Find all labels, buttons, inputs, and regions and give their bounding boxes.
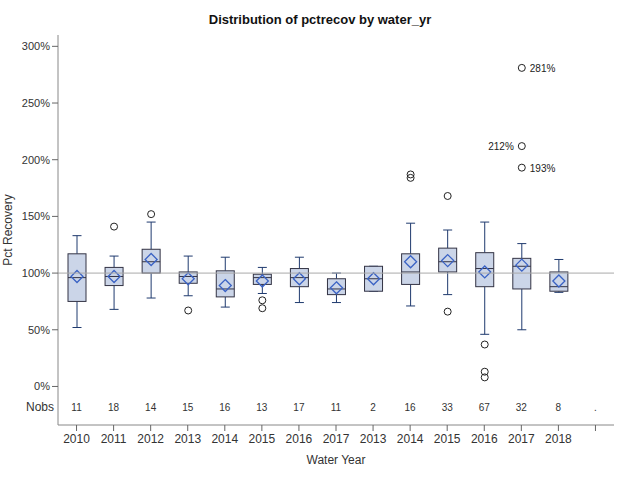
svg-text:2: 2 xyxy=(370,402,376,413)
svg-text:Water Year: Water Year xyxy=(307,453,366,467)
svg-text:2017: 2017 xyxy=(508,432,535,446)
svg-text:13: 13 xyxy=(256,402,268,413)
svg-text:2016: 2016 xyxy=(471,432,498,446)
svg-text:2013: 2013 xyxy=(174,432,201,446)
svg-text:2016: 2016 xyxy=(286,432,313,446)
svg-text:50%: 50% xyxy=(28,324,50,336)
svg-text:300%: 300% xyxy=(22,40,50,52)
svg-text:11: 11 xyxy=(331,402,342,413)
svg-text:67: 67 xyxy=(479,402,491,413)
svg-text:11: 11 xyxy=(71,402,82,413)
svg-text:2011: 2011 xyxy=(101,432,127,446)
svg-text:Pct Recovery: Pct Recovery xyxy=(8,194,15,265)
svg-text:2014: 2014 xyxy=(397,432,424,446)
svg-text:Nobs: Nobs xyxy=(26,400,54,414)
svg-text:33: 33 xyxy=(442,402,454,413)
svg-text:150%: 150% xyxy=(22,210,50,222)
svg-text:2014: 2014 xyxy=(211,432,238,446)
svg-text:281%: 281% xyxy=(530,63,556,74)
html-text:Distribution of pctrecov by wa: Distribution of pctrecov by water_yr xyxy=(208,12,432,27)
svg-text:17: 17 xyxy=(293,402,305,413)
svg-text:.: . xyxy=(594,402,597,413)
svg-text:16: 16 xyxy=(405,402,417,413)
svg-text:8: 8 xyxy=(556,402,562,413)
svg-text:2018: 2018 xyxy=(545,432,572,446)
svg-text:2015: 2015 xyxy=(249,432,276,446)
svg-text:16: 16 xyxy=(219,402,231,413)
svg-text:2010: 2010 xyxy=(63,432,90,446)
svg-text:15: 15 xyxy=(182,402,194,413)
svg-text:32: 32 xyxy=(516,402,528,413)
svg-text:200%: 200% xyxy=(22,154,50,166)
svg-text:2015: 2015 xyxy=(434,432,461,446)
svg-text:250%: 250% xyxy=(22,97,50,109)
svg-text:2012: 2012 xyxy=(137,432,164,446)
svg-text:2013: 2013 xyxy=(360,432,387,446)
svg-text:0%: 0% xyxy=(34,380,50,392)
svg-text:100%: 100% xyxy=(22,267,50,279)
svg-text:2017: 2017 xyxy=(323,432,350,446)
svg-text:14: 14 xyxy=(145,402,157,413)
svg-text:193%: 193% xyxy=(530,163,556,174)
svg-text:18: 18 xyxy=(108,402,120,413)
svg-text:212%: 212% xyxy=(488,141,514,152)
